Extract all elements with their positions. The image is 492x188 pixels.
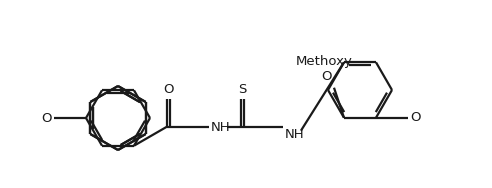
Text: O: O xyxy=(41,111,52,124)
Text: NH: NH xyxy=(211,121,231,134)
Text: O: O xyxy=(410,111,421,124)
Text: O: O xyxy=(163,83,174,96)
Text: S: S xyxy=(238,83,246,96)
Text: NH: NH xyxy=(285,128,305,141)
Text: O: O xyxy=(321,70,332,83)
Text: Methoxy: Methoxy xyxy=(296,55,352,68)
